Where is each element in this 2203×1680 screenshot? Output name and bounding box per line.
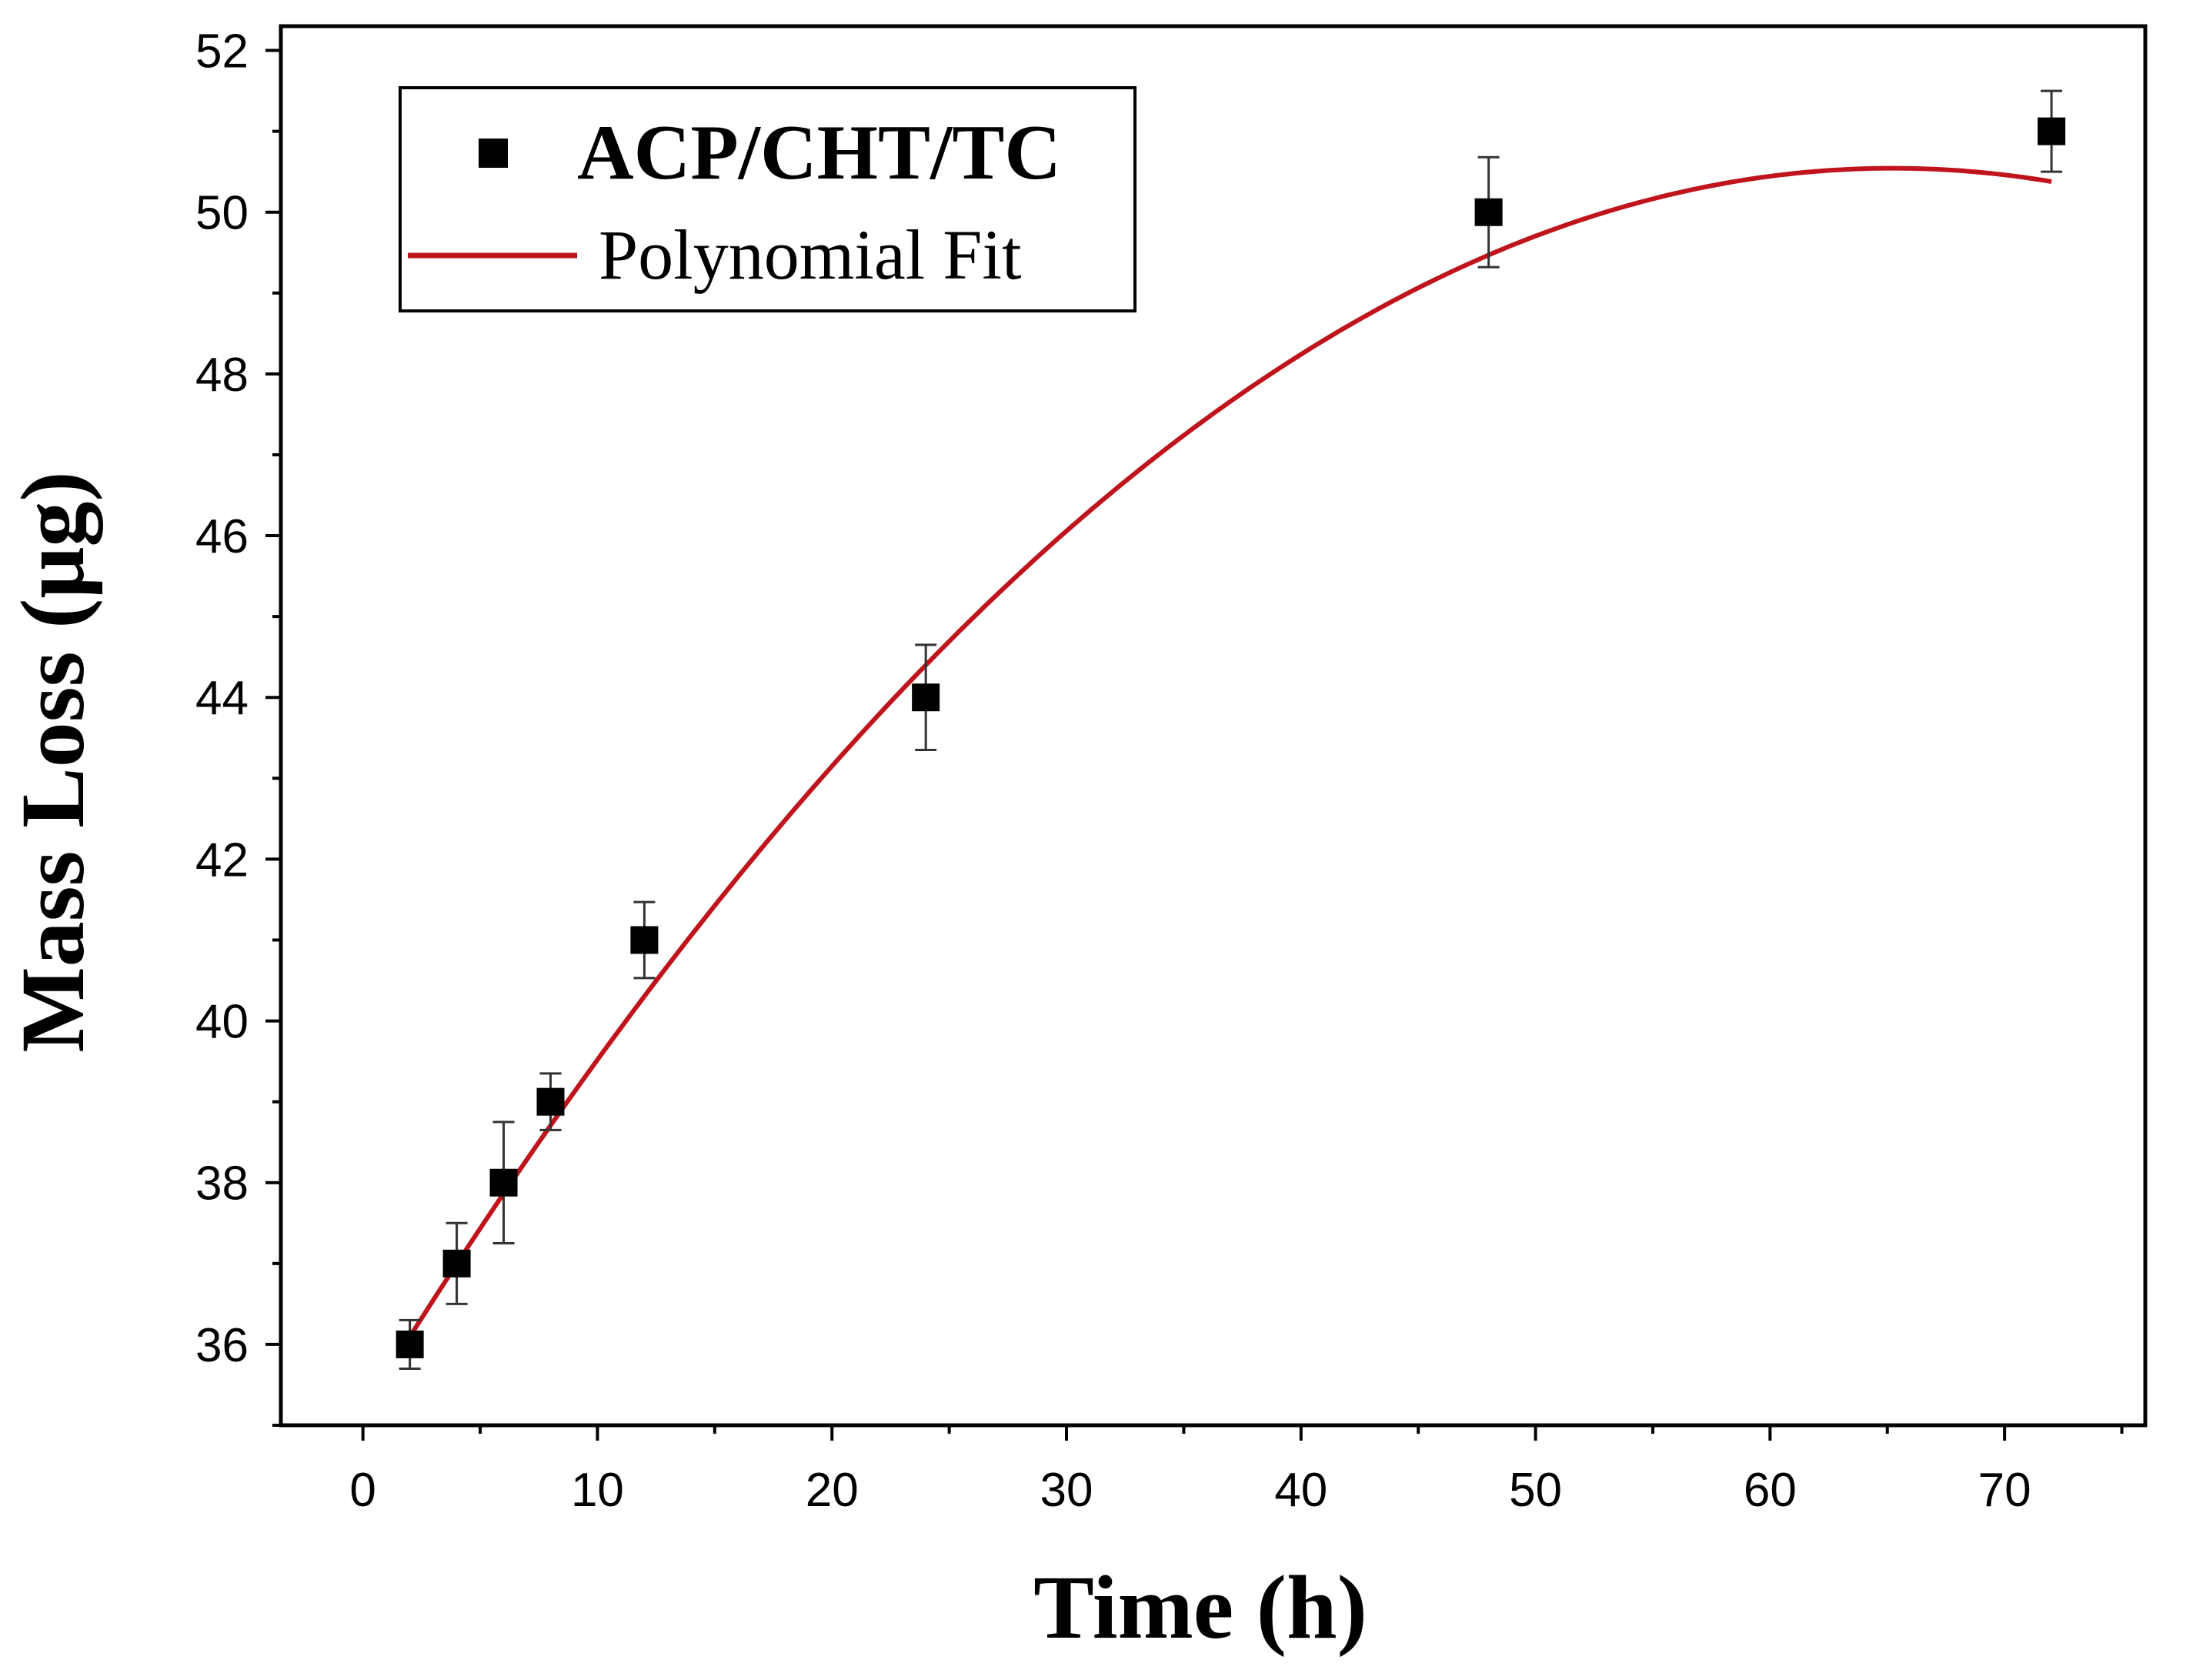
legend: ACP/CHT/TC Polynomial Fit <box>399 86 1137 312</box>
data-point-24h <box>912 643 940 752</box>
x-tick-label-50: 50 <box>1509 1464 1562 1517</box>
y-tick-label-46: 46 <box>195 510 249 563</box>
y-tick-label-52: 52 <box>195 25 249 78</box>
data-point-8h <box>536 1072 565 1131</box>
plot-frame <box>279 24 2148 1428</box>
data-point-48h <box>1474 155 1503 269</box>
x-tick-label-0: 0 <box>349 1464 376 1517</box>
y-tick-label-38: 38 <box>195 1157 249 1211</box>
data-layer <box>396 89 2066 1370</box>
marker-square <box>912 683 940 712</box>
legend-label-fit: Polynomial Fit <box>599 215 1022 294</box>
x-tick-label-30: 30 <box>1040 1464 1093 1517</box>
x-tick-label-40: 40 <box>1274 1464 1327 1517</box>
data-point-2h <box>396 1318 424 1370</box>
y-tick-label-50: 50 <box>195 187 249 240</box>
legend-box <box>399 86 1137 312</box>
data-point-12h <box>630 900 659 980</box>
y-axis-title: Mass Loss (μg) <box>2 471 103 1052</box>
marker-square <box>396 1330 424 1358</box>
data-point-4h <box>442 1221 471 1305</box>
data-point-72h <box>2038 89 2066 173</box>
marker-square <box>536 1087 565 1116</box>
marker-square <box>1474 198 1503 226</box>
data-point-6h <box>489 1121 518 1245</box>
legend-marker-square <box>479 139 508 168</box>
y-tick-label-36: 36 <box>195 1319 249 1372</box>
x-tick-label-70: 70 <box>1978 1464 2031 1517</box>
marker-square <box>442 1249 471 1278</box>
y-tick-label-44: 44 <box>195 672 249 725</box>
marker-square <box>2038 117 2066 145</box>
ticks-layer: 0 10 20 30 40 50 60 70 36 38 40 42 44 46 48 50 52 <box>195 25 2124 1517</box>
legend-label-series: ACP/CHT/TC <box>577 109 1061 196</box>
x-tick-label-20: 20 <box>806 1464 859 1517</box>
y-tick-label-48: 48 <box>195 349 249 402</box>
x-tick-label-10: 10 <box>571 1464 624 1517</box>
marker-square <box>630 926 659 954</box>
fit-line <box>408 165 2052 1338</box>
y-tick-label-42: 42 <box>195 833 249 887</box>
marker-square <box>489 1168 518 1197</box>
x-axis-title: Time (h) <box>1033 1557 1367 1658</box>
y-tick-label-40: 40 <box>195 996 249 1049</box>
x-tick-label-60: 60 <box>1744 1464 1797 1517</box>
